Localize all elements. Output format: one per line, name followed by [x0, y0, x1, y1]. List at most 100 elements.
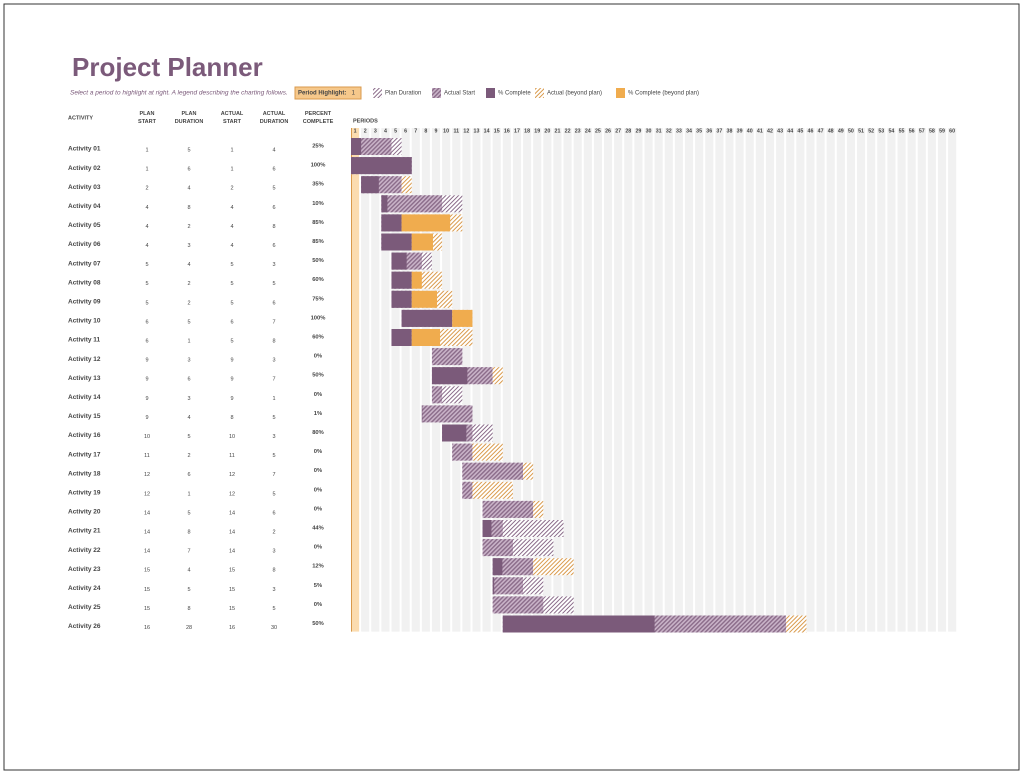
actual-bar: [381, 195, 443, 213]
cell-value: 4: [145, 205, 148, 211]
period-column: [937, 128, 947, 632]
cell-value: 3: [187, 396, 190, 402]
period-column: [846, 128, 855, 632]
complete-bar: [401, 309, 453, 327]
cell-value: 1: [272, 396, 275, 402]
period-number: 57: [919, 128, 925, 134]
cell-value: 6: [187, 377, 190, 383]
cell-value: 14: [144, 510, 150, 516]
cell-value: 9: [145, 396, 148, 402]
cell-value: 14: [144, 529, 150, 535]
actual-bar: [462, 462, 524, 480]
activity-name: Activity 23: [68, 566, 101, 573]
actual-bar: [492, 558, 534, 576]
cell-value: 16: [144, 625, 150, 631]
period-column: [583, 128, 592, 632]
actual-bar: [421, 405, 473, 423]
cell-value: 5: [272, 491, 275, 497]
cell-value: 9: [145, 377, 148, 383]
cell-value: 2: [187, 281, 190, 287]
cell-value: 5: [272, 453, 275, 459]
activity-name: Activity 17: [68, 451, 101, 458]
cell-value: 9: [145, 358, 148, 364]
actual-beyond-bar: [472, 443, 503, 461]
cell-value: 4: [272, 147, 275, 153]
percent-complete: 60%: [312, 277, 324, 283]
cell-value: 15: [229, 587, 235, 593]
column-header: PLAN START: [138, 111, 157, 125]
cell-value: 6: [145, 338, 148, 344]
percent-complete: 0%: [314, 468, 322, 474]
cell-value: 11: [229, 453, 235, 459]
period-column: [745, 128, 754, 632]
actual-bar: [482, 500, 534, 518]
complete-bar: [351, 138, 362, 155]
percent-complete: 0%: [314, 506, 322, 512]
cell-value: 5: [145, 300, 148, 306]
percent-complete: 0%: [314, 545, 322, 551]
complete-bar: [421, 405, 423, 423]
percent-complete: 0%: [314, 354, 322, 360]
period-number: 6: [404, 128, 407, 134]
cell-value: 8: [272, 338, 275, 344]
column-header: ACTUAL START: [221, 111, 244, 125]
legend: Plan Duration Actual Start % Complete Actua…: [373, 88, 699, 98]
period-number: 44: [787, 128, 793, 134]
cell-value: 15: [229, 568, 235, 574]
cell-value: 5: [187, 587, 190, 593]
cell-value: 7: [272, 319, 275, 325]
complete-bar: [391, 271, 412, 289]
complete-bar: [492, 558, 503, 576]
complete-beyond-bar: [411, 271, 422, 289]
cell-value: 2: [230, 186, 233, 192]
gantt-bars: [351, 138, 807, 633]
cell-value: 5: [187, 147, 190, 153]
period-column: [684, 128, 694, 632]
period-number: 33: [676, 128, 682, 134]
activity-name: Activity 18: [68, 470, 101, 477]
period-highlight-box[interactable]: [294, 86, 362, 100]
period-column: [806, 128, 815, 632]
cell-value: 3: [187, 243, 190, 249]
activity-name: Activity 20: [68, 509, 101, 516]
legend-label: % Complete: [498, 91, 531, 97]
complete-bar: [381, 214, 402, 232]
period-column: [634, 128, 643, 632]
period-number: 37: [716, 128, 722, 134]
cell-value: 5: [187, 434, 190, 440]
period-number: 36: [706, 128, 712, 134]
activity-name: Activity 24: [68, 585, 101, 592]
period-number: 49: [838, 128, 844, 134]
cell-value: 30: [271, 625, 277, 631]
period-number: 25: [595, 128, 601, 134]
complete-bar: [351, 157, 412, 175]
column-header: PERCENT COMPLETE: [303, 111, 334, 125]
cell-value: 16: [229, 625, 235, 631]
period-number: 35: [696, 128, 702, 134]
percent-complete: 44%: [312, 526, 324, 532]
period-column: [654, 128, 663, 632]
activity-name: Activity 01: [68, 146, 101, 153]
activity-name: Activity 04: [68, 203, 101, 210]
legend-label: Plan Duration: [385, 91, 421, 97]
period-column: [533, 128, 542, 632]
periods-label: PERIODS: [353, 118, 378, 124]
table-rows: Activity 01 1 5 1 425%Activity 02 1 6 1 6100%Act…: [68, 144, 325, 631]
period-number: 14: [484, 128, 490, 134]
actual-bar: [492, 577, 524, 595]
cell-value: 8: [187, 606, 190, 612]
period-column: [715, 128, 724, 632]
cell-value: 6: [145, 319, 148, 325]
cell-value: 1: [187, 491, 190, 497]
actual-bar: [431, 348, 463, 366]
period-column: [421, 128, 430, 632]
period-number: 28: [625, 128, 631, 134]
percent-complete: 80%: [312, 430, 324, 436]
cell-value: 5: [272, 606, 275, 612]
complete-beyond-bar: [411, 290, 438, 308]
activity-name: Activity 25: [68, 604, 101, 611]
period-column: [391, 128, 400, 632]
cell-value: 9: [230, 396, 233, 402]
period-number: 27: [615, 128, 621, 134]
